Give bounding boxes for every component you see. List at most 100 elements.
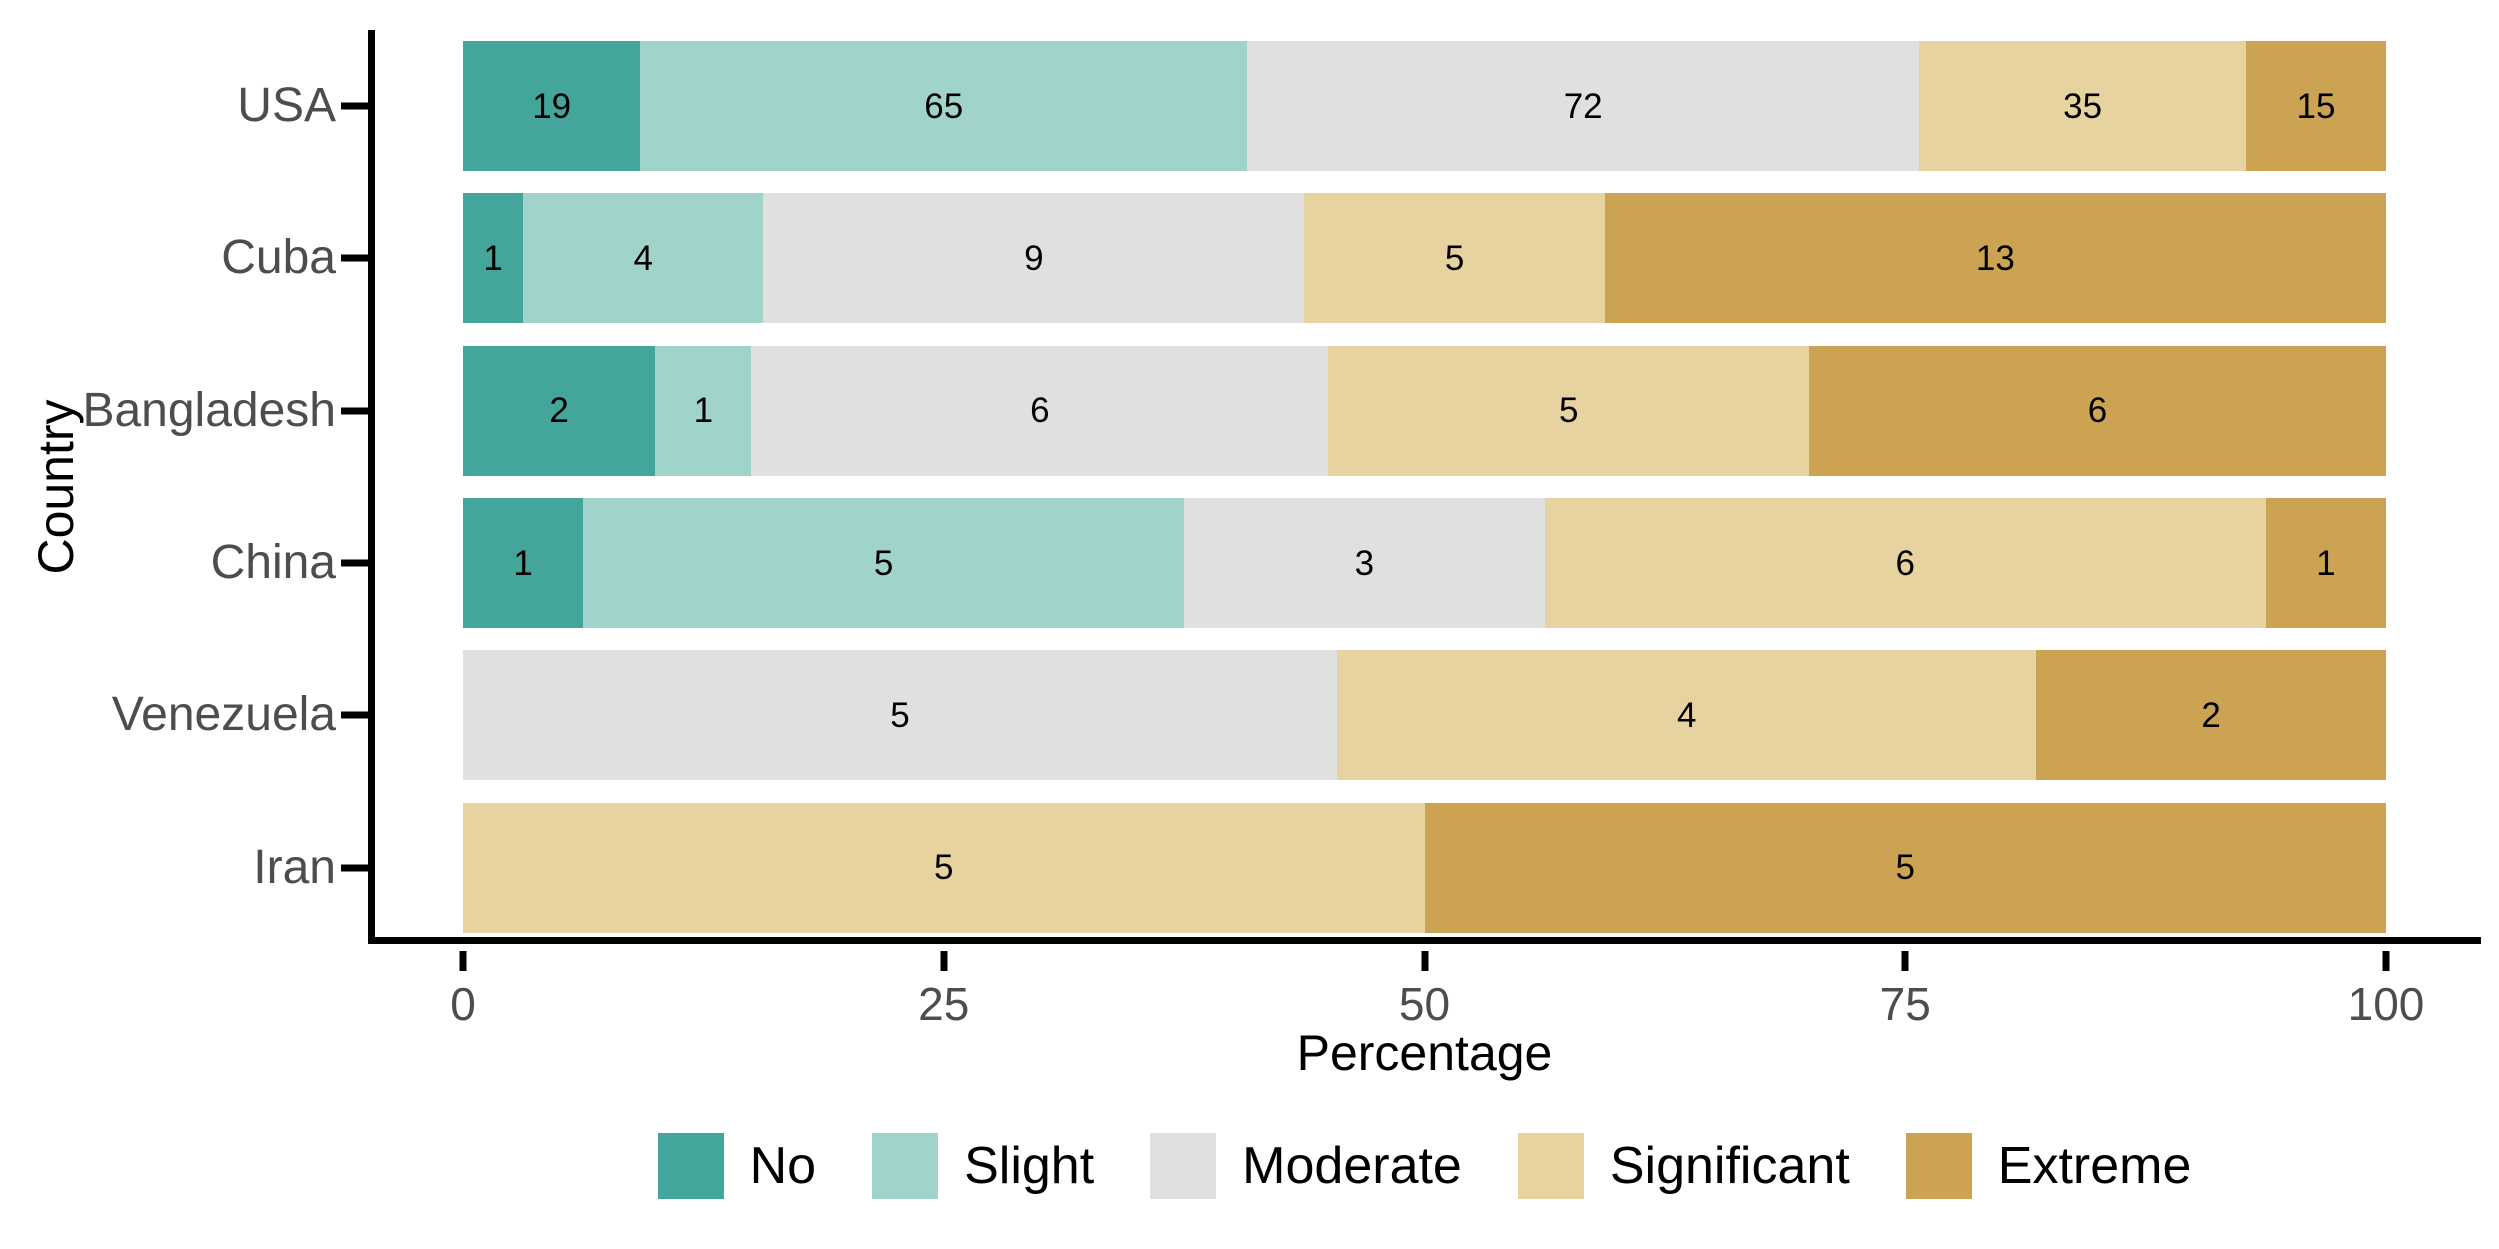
legend-label: Extreme — [1997, 1137, 2192, 1195]
stacked-bar: 1 5 3 6 1 — [463, 498, 2386, 629]
legend-item-extreme: Extreme — [1905, 1133, 2192, 1199]
segment-value-label: 4 — [1676, 695, 1697, 735]
category-label: Iran — [253, 840, 336, 894]
legend-swatch — [1905, 1133, 1972, 1199]
legend-swatch — [1150, 1133, 1217, 1199]
segment-value-label: 6 — [2087, 391, 2108, 431]
bar-segment-significant: 6 — [1544, 498, 2266, 629]
segment-value-label: 65 — [924, 86, 964, 126]
legend-swatch — [1517, 1133, 1584, 1199]
category-label: Cuba — [221, 231, 336, 285]
bar-segment-moderate: 9 — [763, 193, 1305, 324]
bar-segment-significant: 5 — [463, 802, 1425, 933]
segment-value-label: 5 — [873, 543, 894, 583]
x-tick — [459, 951, 467, 971]
segment-value-label: 9 — [1024, 238, 1044, 278]
legend-label: Slight — [964, 1137, 1095, 1195]
legend-swatch — [872, 1133, 939, 1199]
segment-value-label: 5 — [934, 848, 954, 888]
bars: 19 65 72 35 15 1 4 9 5 13 2 1 6 5 6 1 5 3 6 1 5 4 2 5 5 — [463, 30, 2386, 944]
category-label: Venezuela — [111, 688, 336, 742]
segment-value-label: 13 — [1975, 238, 2015, 278]
segment-value-label: 15 — [2296, 86, 2336, 126]
bar-segment-significant: 35 — [1919, 41, 2246, 172]
segment-value-label: 1 — [483, 238, 503, 278]
bar-segment-significant: 4 — [1337, 650, 2037, 781]
bar-segment-slight: 5 — [583, 498, 1185, 629]
segment-value-label: 5 — [1444, 238, 1465, 278]
segment-value-label: 2 — [2201, 695, 2221, 735]
x-tick-label: 25 — [918, 978, 970, 1030]
bar-segment-extreme: 5 — [1424, 802, 2386, 933]
bar-segment-slight: 65 — [640, 41, 1248, 172]
segment-value-label: 6 — [1030, 391, 1050, 431]
y-axis-labels: USA Cuba Bangladesh China Venezuela Iran — [0, 30, 336, 944]
legend: No Slight Moderate Significant Extreme — [463, 1118, 2386, 1214]
y-tick — [341, 487, 368, 639]
x-tick-label: 0 — [450, 978, 476, 1030]
category-label: China — [210, 536, 336, 590]
bar-row: 1 5 3 6 1 — [463, 487, 2386, 639]
bar-segment-extreme: 13 — [1604, 193, 2386, 324]
bar-segment-significant: 5 — [1304, 193, 1605, 324]
segment-value-label: 5 — [890, 695, 910, 735]
legend-item-slight: Slight — [872, 1133, 1094, 1199]
legend-item-no: No — [657, 1133, 817, 1199]
bar-segment-slight: 1 — [655, 345, 752, 476]
segment-value-label: 5 — [1558, 391, 1579, 431]
y-tick — [341, 792, 368, 944]
segment-value-label: 72 — [1563, 86, 1603, 126]
bar-segment-extreme: 1 — [2265, 498, 2386, 629]
bar-row: 19 65 72 35 15 — [463, 30, 2386, 182]
bar-segment-no: 1 — [463, 498, 584, 629]
segment-value-label: 19 — [532, 86, 572, 126]
stacked-bar: 19 65 72 35 15 — [463, 41, 2386, 172]
segment-value-label: 3 — [1354, 543, 1375, 583]
x-tick-label: 75 — [1879, 978, 1931, 1030]
x-tick — [940, 951, 948, 971]
bar-segment-no: 1 — [463, 193, 524, 324]
category-label: USA — [237, 79, 336, 133]
bar-segment-moderate: 72 — [1247, 41, 1920, 172]
x-axis-title: Percentage — [1296, 1025, 1553, 1081]
x-axis-ticks: 0 25 50 75 100 — [450, 951, 2424, 1031]
bar-row: 1 4 9 5 13 — [463, 182, 2386, 334]
bar-segment-significant: 5 — [1328, 345, 1810, 476]
bar-segment-extreme: 15 — [2245, 41, 2386, 172]
bar-segment-no: 2 — [463, 345, 656, 476]
x-tick — [1421, 951, 1428, 971]
bar-segment-no: 19 — [463, 41, 641, 172]
y-tick — [341, 639, 368, 791]
bar-segment-moderate: 6 — [751, 345, 1329, 476]
segment-value-label: 1 — [513, 543, 533, 583]
legend-item-moderate: Moderate — [1150, 1133, 1462, 1199]
bar-segment-moderate: 5 — [463, 650, 1338, 781]
segment-value-label: 4 — [633, 238, 654, 278]
legend-swatch — [657, 1133, 724, 1199]
bar-segment-extreme: 2 — [2036, 650, 2386, 781]
legend-item-significant: Significant — [1517, 1133, 1850, 1199]
segment-value-label: 35 — [2063, 86, 2103, 126]
plot-panel: 19 65 72 35 15 1 4 9 5 13 2 1 6 5 6 1 5 3 6 1 5 4 2 5 5 — [368, 30, 2481, 944]
segment-value-label: 6 — [1895, 543, 1915, 583]
segment-value-label: 1 — [2316, 543, 2336, 583]
y-tick — [341, 182, 368, 334]
bar-row: 2 1 6 5 6 — [463, 335, 2386, 487]
y-tick — [341, 335, 368, 487]
category-label: Bangladesh — [82, 383, 336, 437]
stacked-bar: 1 4 9 5 13 — [463, 193, 2386, 324]
y-axis-ticks — [341, 30, 368, 944]
segment-value-label: 1 — [693, 391, 714, 431]
x-tick-label: 100 — [2347, 978, 2425, 1030]
x-tick — [1901, 951, 1909, 971]
legend-label: No — [749, 1137, 817, 1195]
segment-value-label: 5 — [1895, 848, 1915, 888]
legend-label: Significant — [1609, 1137, 1850, 1195]
stacked-bar: 2 1 6 5 6 — [463, 345, 2386, 476]
bar-segment-extreme: 6 — [1809, 345, 2386, 476]
stacked-bar: 5 4 2 — [463, 650, 2386, 781]
bar-segment-slight: 4 — [523, 193, 764, 324]
